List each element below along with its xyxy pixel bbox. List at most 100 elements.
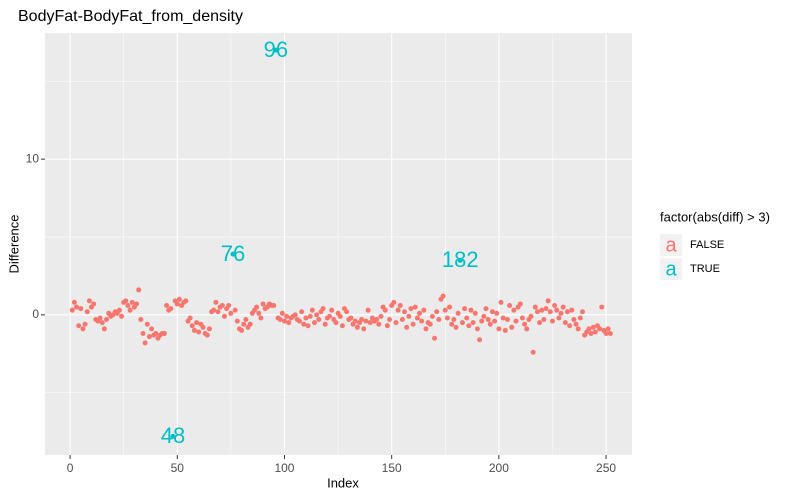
point <box>597 326 603 332</box>
point <box>284 313 290 319</box>
point <box>509 324 515 330</box>
point <box>256 310 262 316</box>
legend-glyph: a <box>665 234 677 256</box>
point <box>191 327 197 333</box>
point <box>230 251 236 257</box>
point <box>71 299 77 305</box>
point <box>354 324 360 330</box>
point <box>254 304 260 310</box>
point <box>239 327 245 333</box>
point <box>412 304 418 310</box>
point <box>408 306 414 312</box>
point <box>423 326 429 332</box>
point <box>406 313 412 319</box>
point <box>588 331 594 337</box>
point <box>556 315 562 321</box>
point <box>299 309 305 315</box>
point <box>149 326 155 332</box>
point <box>153 331 159 337</box>
point <box>462 306 468 312</box>
point <box>528 313 534 319</box>
point <box>513 318 519 324</box>
x-tick-label: 0 <box>67 461 74 475</box>
point <box>564 309 570 315</box>
point <box>468 307 474 313</box>
point <box>363 318 369 324</box>
point <box>429 313 435 319</box>
panel <box>45 33 632 455</box>
point <box>590 324 596 330</box>
point <box>603 331 609 337</box>
point <box>226 303 232 309</box>
point <box>273 47 279 53</box>
chart-title: BodyFat-BodyFat_from_density <box>18 8 243 25</box>
point-label: 96 <box>264 37 288 62</box>
point <box>311 320 317 326</box>
point <box>537 320 543 326</box>
point <box>502 327 508 333</box>
point <box>104 317 110 323</box>
point <box>384 323 390 329</box>
point <box>402 309 408 315</box>
point <box>322 321 328 327</box>
point <box>247 321 253 327</box>
point <box>541 317 547 323</box>
point <box>393 320 399 326</box>
point <box>517 301 523 307</box>
point <box>277 317 283 323</box>
point <box>101 326 107 332</box>
point <box>164 303 170 309</box>
point <box>99 320 105 326</box>
point <box>483 306 489 312</box>
point <box>436 317 442 323</box>
legend-key <box>660 234 682 256</box>
point <box>316 317 322 323</box>
point <box>146 334 152 340</box>
point <box>489 309 495 315</box>
point <box>326 313 332 319</box>
point <box>477 337 483 343</box>
point <box>599 304 605 310</box>
point <box>399 317 405 323</box>
point <box>378 313 384 319</box>
point <box>530 349 536 355</box>
point <box>434 309 440 315</box>
point <box>123 298 129 304</box>
point <box>365 307 371 313</box>
legend-label: TRUE <box>690 263 720 275</box>
point <box>119 313 125 319</box>
point <box>404 324 410 330</box>
point <box>213 299 219 305</box>
point <box>577 315 583 321</box>
point <box>485 317 491 323</box>
x-tick-label: 250 <box>596 461 616 475</box>
point <box>142 340 148 346</box>
point <box>76 323 82 329</box>
point <box>232 307 238 313</box>
point <box>496 326 502 332</box>
point <box>575 326 581 332</box>
point <box>183 298 189 304</box>
point <box>451 317 457 323</box>
point <box>453 324 459 330</box>
point <box>586 326 592 332</box>
y-tick-label: 0 <box>32 307 39 321</box>
point <box>127 307 133 313</box>
point <box>359 317 365 323</box>
point <box>374 317 380 323</box>
point <box>260 301 266 307</box>
point <box>234 318 240 324</box>
point <box>534 309 540 315</box>
point <box>296 318 302 324</box>
point <box>339 323 345 329</box>
point <box>470 320 476 326</box>
point <box>494 310 500 316</box>
point <box>129 299 135 305</box>
legend-title: factor(abs(diff) > 3) <box>660 209 770 224</box>
point <box>472 310 478 316</box>
point <box>464 315 470 321</box>
y-axis-title: Difference <box>6 214 21 273</box>
point <box>301 321 307 327</box>
point <box>303 315 309 321</box>
point <box>361 326 367 332</box>
